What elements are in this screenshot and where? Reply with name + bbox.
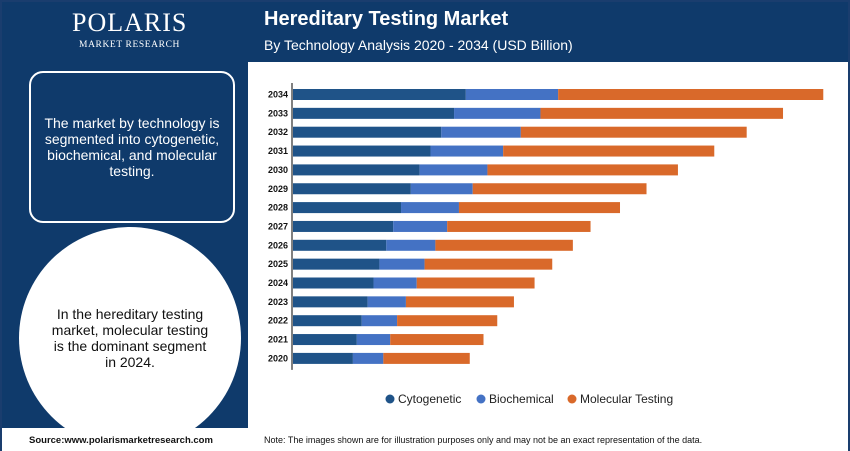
y-tick-2026: 2026 (268, 240, 288, 250)
bar-cytogenetic-2026 (293, 239, 387, 251)
highlight-text: In the hereditary testing market, molecu… (51, 306, 209, 370)
bar-molecular-testing-2023 (405, 296, 514, 308)
legend-label-cytogenetic: Cytogenetic (398, 392, 461, 406)
bar-biochemical-2023 (367, 296, 406, 308)
y-tick-2029: 2029 (268, 184, 288, 194)
bar-molecular-testing-2025 (424, 258, 553, 270)
bar-cytogenetic-2021 (293, 334, 357, 346)
bar-biochemical-2033 (454, 107, 541, 119)
bar-chart: 2034 2033 2032 2031 2030 2029 2028 2027 2026 2025… (268, 83, 824, 406)
bar-cytogenetic-2022 (293, 315, 362, 327)
bar-cytogenetic-2030 (293, 164, 420, 176)
chart-subtitle: By Technology Analysis 2020 - 2034 (USD … (264, 37, 573, 53)
legend-marker-biochemical (476, 394, 486, 404)
bar-biochemical-2020 (352, 352, 384, 364)
footer: Source:www.polarismarketresearch.com Not… (2, 428, 848, 451)
bar-molecular-testing-2029 (472, 183, 647, 195)
bar-cytogenetic-2032 (293, 126, 442, 138)
bar-biochemical-2021 (356, 334, 391, 346)
polaris-logo: POLARIS MARKET RESEARCH (72, 9, 187, 55)
legend: Cytogenetic Biochemical Molecular Testing (385, 392, 673, 406)
bar-molecular-testing-2030 (487, 164, 678, 176)
bar-molecular-testing-2028 (458, 202, 621, 214)
bar-cytogenetic-2024 (293, 277, 374, 289)
left-panel: The market by technology is segmented in… (2, 62, 248, 449)
highlight-circle: In the hereditary testing market, molecu… (19, 227, 241, 449)
y-tick-labels: 2034 2033 2032 2031 2030 2029 2028 2027 2026 2025… (268, 90, 288, 364)
y-tick-2034: 2034 (268, 90, 288, 100)
bar-molecular-testing-2021 (390, 334, 484, 346)
y-tick-2032: 2032 (268, 127, 288, 137)
bar-biochemical-2027 (393, 220, 448, 232)
y-tick-2020: 2020 (268, 353, 288, 363)
bar-molecular-testing-2020 (383, 352, 470, 364)
y-tick-2025: 2025 (268, 259, 288, 269)
bar-biochemical-2024 (373, 277, 417, 289)
disclaimer-note: Note: The images shown are for illustrat… (264, 435, 703, 445)
y-tick-2030: 2030 (268, 165, 288, 175)
bar-biochemical-2022 (361, 315, 398, 327)
logo-tagline: MARKET RESEARCH (79, 40, 180, 50)
chart-title: Hereditary Testing Market (264, 8, 509, 30)
y-tick-2031: 2031 (268, 146, 288, 156)
logo-name: POLARIS (72, 8, 188, 37)
bar-cytogenetic-2025 (293, 258, 380, 270)
bar-cytogenetic-2029 (293, 183, 411, 195)
bar-molecular-testing-2022 (397, 315, 498, 327)
y-tick-2027: 2027 (268, 221, 288, 231)
bar-molecular-testing-2034 (558, 89, 824, 100)
bar-cytogenetic-2033 (293, 107, 455, 119)
legend-label-molecular-testing: Molecular Testing (580, 392, 673, 406)
bar-molecular-testing-2026 (435, 239, 573, 251)
source-text: Source:www.polarismarketresearch.com (29, 435, 213, 446)
bar-molecular-testing-2024 (416, 277, 535, 289)
info-box: The market by technology is segmented in… (29, 71, 235, 223)
legend-marker-cytogenetic (385, 394, 395, 404)
bar-biochemical-2032 (441, 126, 521, 138)
bar-biochemical-2029 (410, 183, 473, 195)
bar-biochemical-2026 (386, 239, 436, 251)
bar-molecular-testing-2032 (520, 126, 747, 138)
bar-molecular-testing-2033 (540, 107, 784, 119)
bar-biochemical-2030 (419, 164, 488, 176)
bar-biochemical-2028 (401, 202, 459, 214)
bar-cytogenetic-2027 (293, 220, 394, 232)
bar-molecular-testing-2031 (503, 145, 715, 157)
bar-cytogenetic-2028 (293, 202, 402, 214)
legend-marker-molecular-testing (567, 394, 577, 404)
bar-biochemical-2025 (379, 258, 425, 270)
bar-molecular-testing-2027 (447, 220, 591, 232)
y-tick-2021: 2021 (268, 335, 288, 345)
info-text: The market by technology is segmented in… (44, 115, 220, 179)
bar-cytogenetic-2031 (293, 145, 431, 157)
legend-label-biochemical: Biochemical (489, 392, 554, 406)
y-tick-2023: 2023 (268, 297, 288, 307)
bar-cytogenetic-2020 (293, 352, 353, 364)
y-tick-2028: 2028 (268, 203, 288, 213)
bars-layer (293, 89, 824, 364)
y-tick-2033: 2033 (268, 108, 288, 118)
bar-biochemical-2031 (430, 145, 504, 157)
y-tick-2022: 2022 (268, 316, 288, 326)
y-tick-2024: 2024 (268, 278, 288, 288)
bar-cytogenetic-2023 (293, 296, 368, 308)
header-bar: POLARIS MARKET RESEARCH Hereditary Testi… (2, 2, 848, 62)
bar-cytogenetic-2034 (293, 89, 466, 100)
bar-biochemical-2034 (465, 89, 559, 100)
